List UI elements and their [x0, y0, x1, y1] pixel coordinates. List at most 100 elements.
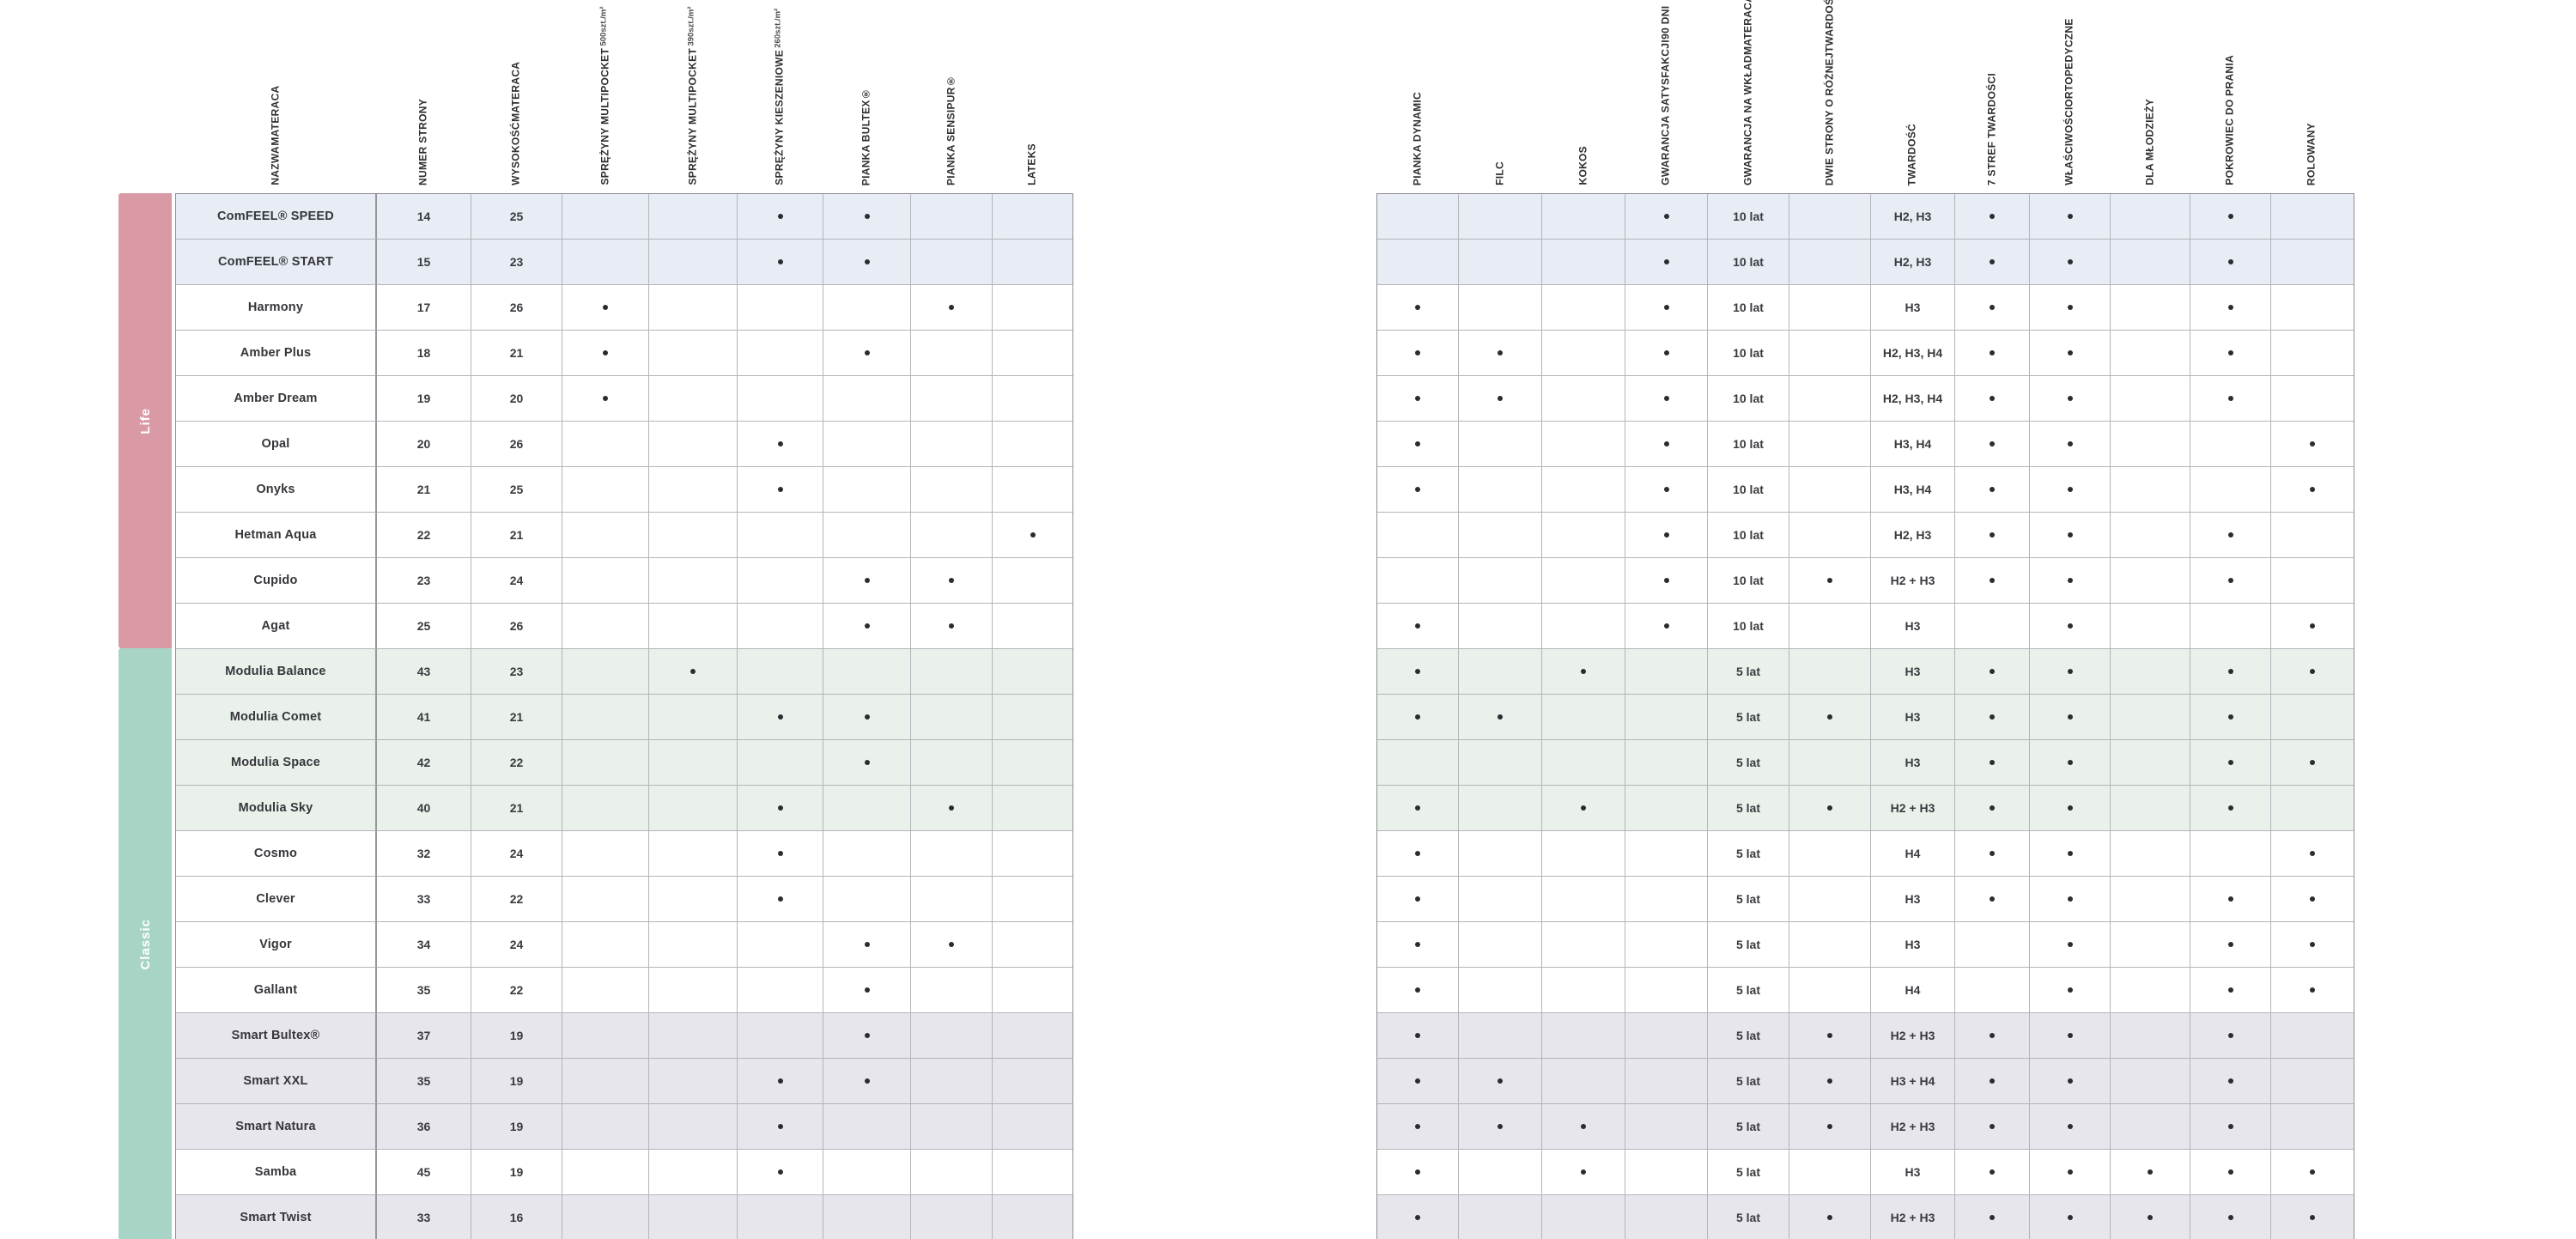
feature-dot	[2227, 214, 2233, 219]
cell-twardosc: H3	[1871, 740, 1955, 786]
cell-dot-rolowany	[2271, 649, 2354, 695]
column-header-line: LATEKS	[1025, 143, 1037, 185]
cell-dot-dynamic	[1377, 285, 1459, 331]
cell-dot-sensipur	[911, 194, 993, 240]
column-header-line: NAZWA	[269, 146, 282, 186]
feature-dot	[1663, 578, 1669, 583]
cell-name: Smart Bultex®	[176, 1013, 377, 1059]
value-twardosc: H3	[1905, 892, 1921, 906]
feature-dot	[1581, 1124, 1586, 1129]
cell-dot-mp390	[649, 740, 738, 786]
cell-dot-filc	[1459, 376, 1542, 422]
comparison-table-right: 10 lat H2, H3 10 lat H2, H3 10 lat H3 10 lat H2…	[1376, 193, 2354, 1239]
cell-dot-sensipur	[911, 1104, 993, 1150]
cell-dot-sensipur	[911, 376, 993, 422]
cell-dot-kokos	[1542, 604, 1625, 649]
cell-dot-dwie	[1789, 1195, 1871, 1239]
cell-dot-dwie	[1789, 285, 1871, 331]
cell-dot-rolowany	[2271, 331, 2354, 376]
mattress-name: Cosmo	[253, 847, 298, 860]
value-height: 22	[509, 983, 524, 997]
cell-dot-satys	[1625, 740, 1708, 786]
feature-dot	[1663, 259, 1669, 264]
cell-dot-dwie	[1789, 194, 1871, 240]
feature-dot	[1581, 805, 1586, 811]
cell-height: 26	[471, 285, 562, 331]
cell-dot-pokrowiec	[2190, 968, 2271, 1013]
cell-dot-rolowany	[2271, 695, 2354, 740]
value-twardosc: H4	[1905, 983, 1921, 997]
feature-dot	[1990, 1124, 1995, 1129]
cell-height: 22	[471, 877, 562, 922]
feature-dot	[1663, 441, 1669, 446]
feature-dot	[777, 714, 783, 720]
cell-dot-mp390	[649, 1150, 738, 1195]
cell-dot-filc	[1459, 285, 1542, 331]
cell-page: 33	[377, 877, 471, 922]
feature-dot	[2067, 760, 2073, 765]
cell-dot-kiesz260	[738, 877, 823, 922]
feature-dot	[1827, 1124, 1832, 1129]
cell-gwarancja: 10 lat	[1708, 285, 1789, 331]
mattress-name: Onyks	[256, 483, 295, 496]
cell-dot-stref7	[1955, 786, 2030, 831]
cell-dot-filc	[1459, 558, 1542, 604]
cell-dot-dynamic	[1377, 240, 1459, 285]
value-gwarancja: 10 lat	[1733, 210, 1764, 223]
cell-dot-pokrowiec	[2190, 1150, 2271, 1195]
cell-dot-lateks	[993, 786, 1072, 831]
cell-dot-mp390	[649, 831, 738, 877]
column-header-line: POKROWIEC DO PRANIA	[2223, 55, 2236, 185]
feature-dot	[2067, 623, 2073, 629]
cell-dot-pokrowiec	[2190, 240, 2271, 285]
cell-name: Hetman Aqua	[176, 513, 377, 558]
column-header-orto: WŁAŚCIWOŚCI ORTOPEDYCZNE	[2063, 0, 2076, 185]
feature-dot	[2067, 1033, 2073, 1038]
feature-dot	[2148, 1169, 2153, 1175]
value-gwarancja: 10 lat	[1733, 392, 1764, 405]
cell-dot-pokrowiec	[2190, 649, 2271, 695]
cell-dot-mp500	[562, 513, 649, 558]
value-page: 21	[416, 483, 431, 496]
cell-dot-mp390	[649, 240, 738, 285]
feature-dot	[1415, 987, 1420, 993]
cell-dot-filc	[1459, 331, 1542, 376]
cell-dot-mp500	[562, 740, 649, 786]
cell-gwarancja: 5 lat	[1708, 877, 1789, 922]
cell-dot-bultex	[823, 786, 911, 831]
cell-dot-mp390	[649, 285, 738, 331]
cell-dot-orto	[2030, 877, 2111, 922]
cell-dot-orto	[2030, 1195, 2111, 1239]
feature-dot	[1663, 623, 1669, 629]
value-page: 37	[416, 1029, 431, 1042]
cell-dot-stref7	[1955, 558, 2030, 604]
cell-dot-satys	[1625, 649, 1708, 695]
cell-name: Amber Dream	[176, 376, 377, 422]
value-page: 18	[416, 346, 431, 360]
feature-dot	[2067, 305, 2073, 310]
cell-dot-bultex	[823, 194, 911, 240]
feature-dot	[2227, 532, 2233, 538]
feature-dot	[1990, 305, 1995, 310]
feature-dot	[2227, 1078, 2233, 1084]
feature-dot	[1990, 714, 1995, 720]
cell-dot-mlodziez	[2111, 604, 2190, 649]
feature-dot	[1415, 896, 1420, 902]
cell-dot-stref7	[1955, 513, 2030, 558]
value-twardosc: H2 + H3	[1890, 801, 1935, 815]
mattress-name: Smart Bultex®	[231, 1029, 320, 1042]
column-header-line: FILC	[1493, 161, 1505, 185]
cell-dot-mp390	[649, 422, 738, 467]
cell-dot-kiesz260	[738, 285, 823, 331]
cell-dot-filc	[1459, 922, 1542, 968]
cell-name: Cupido	[176, 558, 377, 604]
cell-dot-pokrowiec	[2190, 513, 2271, 558]
cell-dot-mp500	[562, 1059, 649, 1104]
feature-dot	[777, 441, 783, 446]
cell-dot-rolowany	[2271, 1150, 2354, 1195]
cell-dot-stref7	[1955, 922, 2030, 968]
feature-dot	[1498, 1124, 1503, 1129]
cell-dot-dwie	[1789, 922, 1871, 968]
mattress-name: Cupido	[253, 574, 298, 587]
